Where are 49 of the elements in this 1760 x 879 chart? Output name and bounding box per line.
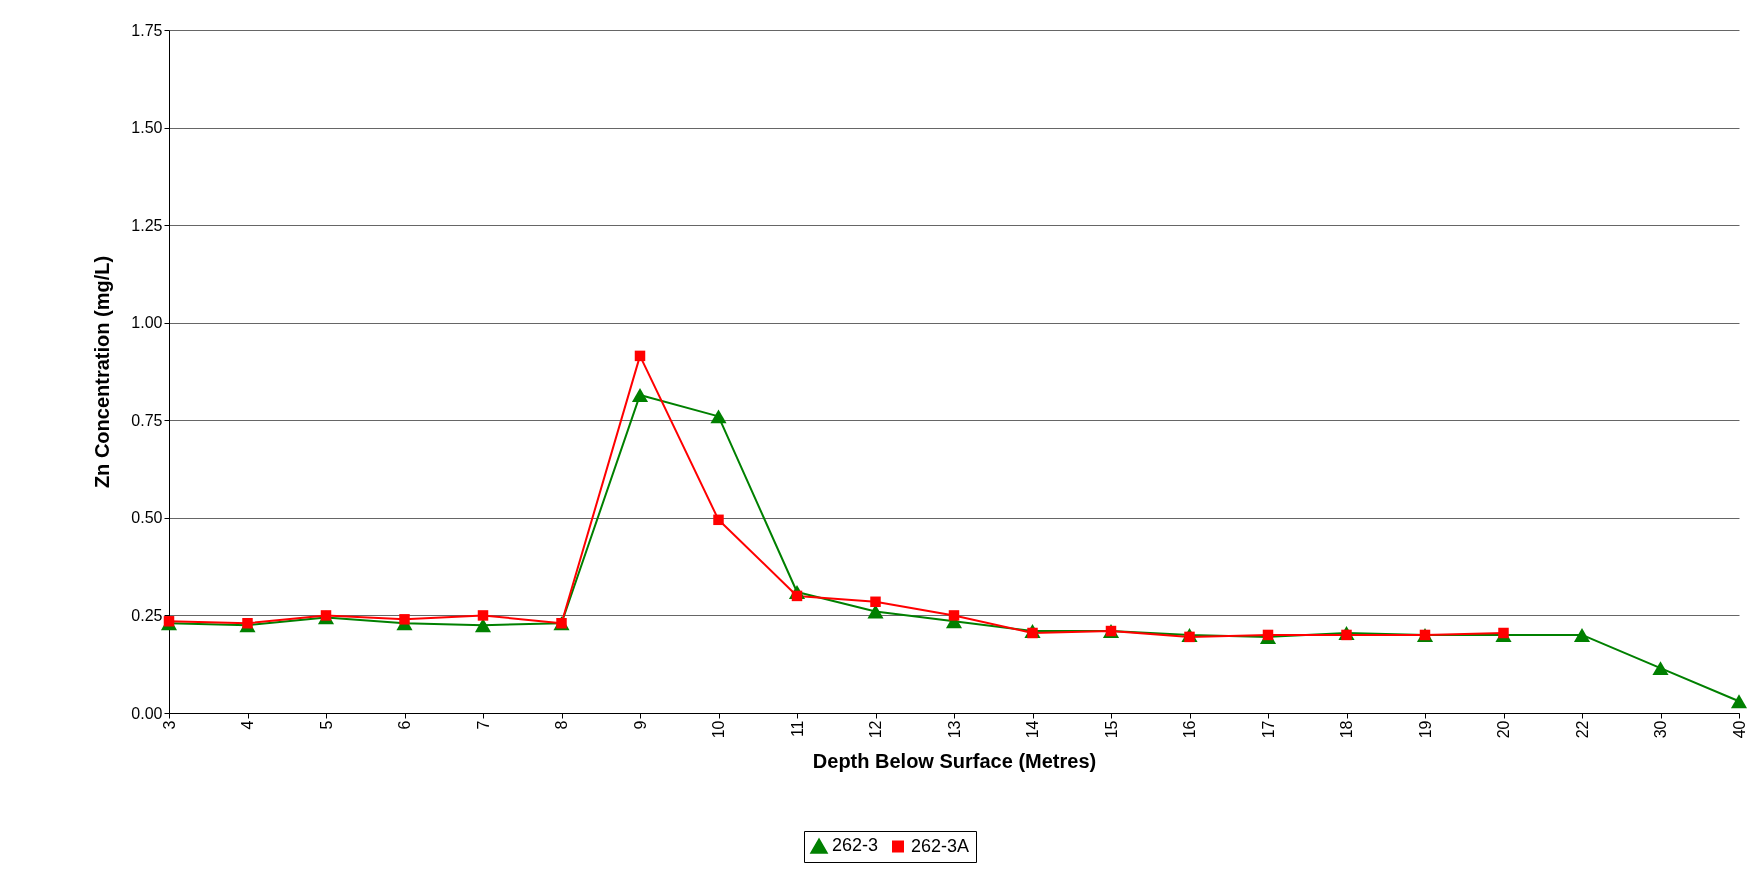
x-tick-label: 4 xyxy=(239,720,256,730)
x-tick-label: 10 xyxy=(710,720,727,739)
point xyxy=(948,610,960,621)
point xyxy=(791,590,803,602)
point xyxy=(163,616,175,627)
point xyxy=(1573,627,1591,642)
point xyxy=(399,614,410,625)
y-tick-label: 1.00 xyxy=(131,314,163,332)
x-tick-label: 16 xyxy=(1181,720,1198,739)
y-tick-label: 1.50 xyxy=(131,119,163,137)
x-tick-label: 14 xyxy=(1024,720,1041,739)
x-tick-label: 13 xyxy=(945,720,963,739)
point xyxy=(320,610,332,621)
y-tick-label: 0.00 xyxy=(131,704,163,722)
y-tick-label: 0.75 xyxy=(131,411,163,429)
point xyxy=(634,350,646,362)
point xyxy=(477,610,489,621)
y-axis-title: Zn Concentration (mg/L) xyxy=(91,255,114,489)
legend-label: 262-3A xyxy=(911,835,970,856)
x-tick-label: 7 xyxy=(474,720,492,730)
x-axis-title: Depth Below Surface (Metres) xyxy=(812,750,1097,773)
point xyxy=(242,617,253,629)
x-tick-label: 11 xyxy=(788,720,806,738)
point xyxy=(1652,661,1669,676)
x-tick-label: 19 xyxy=(1416,720,1434,739)
x-tick-label: 30 xyxy=(1652,720,1669,739)
y-tick-label: 1.25 xyxy=(131,216,163,234)
x-tick-label: 8 xyxy=(553,720,570,730)
point xyxy=(713,514,724,526)
x-tick-label: 5 xyxy=(317,720,335,730)
y-tick-label: 0.50 xyxy=(131,509,163,527)
point xyxy=(710,409,727,424)
legend-label: 262-3 xyxy=(832,835,879,856)
x-tick-label: 17 xyxy=(1259,720,1277,739)
y-tick-label: 1.75 xyxy=(131,21,163,39)
x-tick-label: 18 xyxy=(1338,720,1355,739)
x-tick-label: 3 xyxy=(160,720,178,730)
x-tick-label: 12 xyxy=(867,720,884,739)
point xyxy=(631,387,649,402)
x-tick-label: 15 xyxy=(1102,720,1120,739)
point xyxy=(474,618,492,633)
x-tick-label: 22 xyxy=(1573,720,1591,739)
x-tick-label: 40 xyxy=(1730,720,1748,739)
point xyxy=(870,596,881,608)
point xyxy=(1730,694,1748,709)
x-tick-label: 9 xyxy=(631,720,649,730)
x-tick-label: 20 xyxy=(1495,720,1512,739)
y-tick-label: 0.25 xyxy=(131,606,163,624)
x-tick-label: 6 xyxy=(396,720,413,730)
